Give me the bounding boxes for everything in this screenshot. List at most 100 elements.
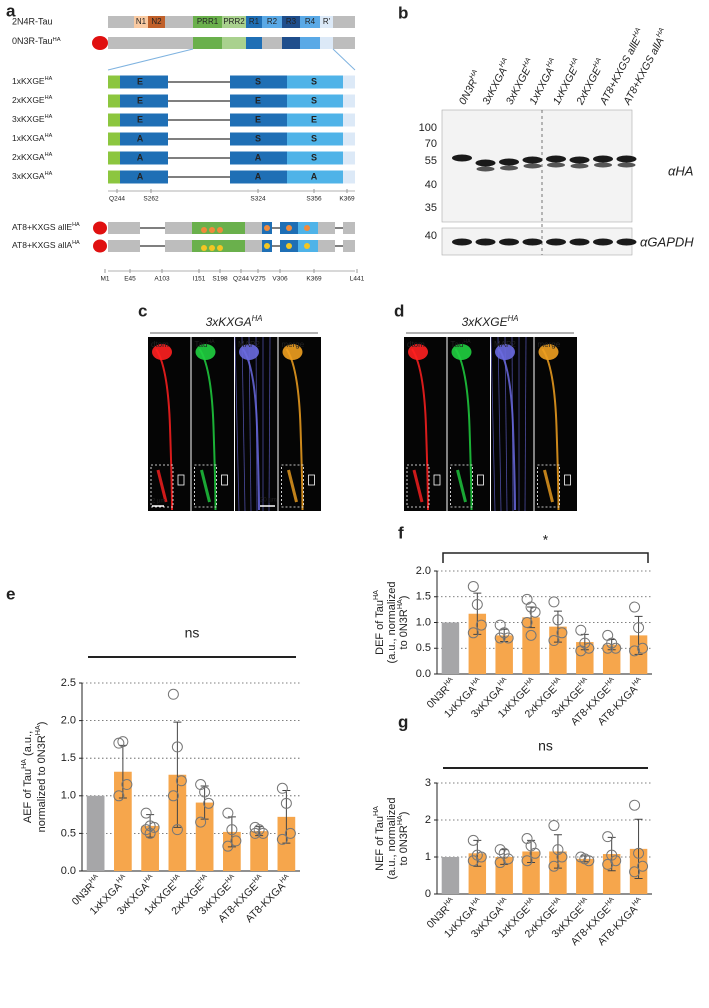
site-letter: S: [255, 76, 261, 86]
data-point: [637, 860, 649, 872]
construct-label-part: HA: [72, 240, 80, 246]
segment: [193, 37, 222, 49]
panel-title: 3xKXGAHA: [206, 314, 263, 330]
lane-label-part: HA: [522, 57, 533, 69]
data-point: [113, 790, 125, 802]
domain-label: N2: [151, 17, 162, 26]
domain: [300, 16, 320, 28]
band: [547, 162, 565, 168]
band: [522, 156, 543, 164]
neuron: [198, 348, 217, 511]
site-letter: A: [137, 133, 144, 143]
data-point: [548, 635, 560, 647]
construct-label: 1xKXGAHA: [12, 133, 53, 143]
bar: [468, 613, 487, 674]
data-point: [276, 782, 288, 794]
segment: [246, 37, 262, 49]
soma: [408, 344, 428, 360]
x-tick-label-part: HA: [470, 676, 482, 688]
construct-label-part: 2xKXGE: [12, 95, 45, 105]
y-tick-label: 1.5: [61, 752, 76, 764]
row-label-part: 0N3R-Tau: [12, 36, 53, 46]
data-point: [117, 736, 129, 748]
antibody-label: αGAPDH: [640, 234, 694, 249]
data-point: [606, 849, 618, 861]
position-label: V275: [250, 276, 266, 283]
soma: [538, 344, 559, 360]
inset-origin: [433, 474, 441, 486]
channel-label: dtom: [151, 340, 169, 349]
data-point: [284, 827, 296, 839]
y-tick-label: 2.0: [61, 715, 76, 727]
segment: [230, 132, 287, 146]
soma: [195, 344, 216, 360]
data-point: [637, 642, 649, 654]
channel-label: merge: [282, 340, 305, 349]
panel-title-part: 3xKXGA: [206, 315, 252, 329]
data-point: [475, 619, 487, 631]
construct-label-part: 2xKXGA: [12, 152, 45, 162]
data-point: [230, 835, 242, 847]
data-point: [226, 824, 238, 836]
segment: [245, 222, 262, 234]
bar: [549, 626, 567, 674]
channel-label-part: Tau: [451, 340, 464, 349]
data-point: [629, 866, 641, 878]
neuron: [155, 348, 173, 511]
position-label: S198: [212, 276, 228, 283]
soma: [451, 344, 472, 360]
lane-label-part: HA: [498, 57, 509, 69]
ha-tag: [93, 239, 107, 253]
bar: [522, 851, 540, 894]
data-point: [633, 847, 645, 859]
dendrite: [524, 336, 527, 512]
row-label: 2N4R-Tau: [12, 16, 53, 26]
significance-bracket: [442, 552, 649, 563]
data-point: [171, 824, 183, 836]
construct-label-part: HA: [45, 95, 53, 101]
dendrite: [255, 336, 258, 512]
data-point: [467, 580, 479, 592]
channel-label: MAP2: [494, 340, 516, 349]
y-axis-label-part: to 0N3R: [398, 609, 410, 649]
segment: [120, 113, 168, 127]
band: [546, 155, 566, 163]
x-tick-label-part: HA: [631, 896, 643, 908]
dendrite: [248, 336, 252, 512]
y-axis-label: (a.u., normalized: [386, 582, 398, 664]
panel-title: 3xKXGEHA: [462, 314, 519, 330]
y-tick-label: 1: [425, 851, 431, 863]
site-letter: A: [255, 152, 262, 162]
data-point: [583, 642, 595, 654]
channel-label: TauHA: [195, 339, 216, 349]
segment: [222, 37, 246, 49]
position-label: V306: [272, 276, 288, 283]
y-axis-label-part: HA: [396, 599, 404, 609]
data-point: [556, 627, 568, 639]
x-tick-label-part: HA: [170, 873, 182, 885]
segment: [165, 222, 192, 234]
y-axis-label-part: ): [398, 596, 410, 600]
bar: [195, 802, 214, 871]
segment: [108, 113, 120, 127]
data-point: [253, 824, 265, 836]
band: [523, 163, 542, 169]
zoom-line: [332, 48, 356, 71]
construct-label: AT8+KXGS allAHA: [12, 240, 80, 250]
bar: [602, 854, 621, 894]
data-point: [525, 629, 537, 641]
y-axis-label-part: ): [398, 812, 410, 816]
data-point: [167, 688, 179, 700]
bar: [441, 622, 460, 674]
y-axis-label-part: normalized to 0N3R: [36, 735, 48, 832]
error-bar: [173, 721, 182, 828]
y-axis-label-part: DEF of Tau: [374, 600, 386, 655]
domain: [262, 16, 282, 28]
scale-label: 20 µm: [260, 498, 277, 504]
y-axis-label-part: to 0N3R: [398, 825, 410, 865]
x-tick-label-part: HA: [443, 676, 455, 688]
data-point: [175, 775, 187, 787]
domain-label: R2: [267, 17, 278, 26]
inset-origin: [564, 474, 571, 486]
construct-label-part: AT8+KXGS allE: [12, 222, 72, 232]
